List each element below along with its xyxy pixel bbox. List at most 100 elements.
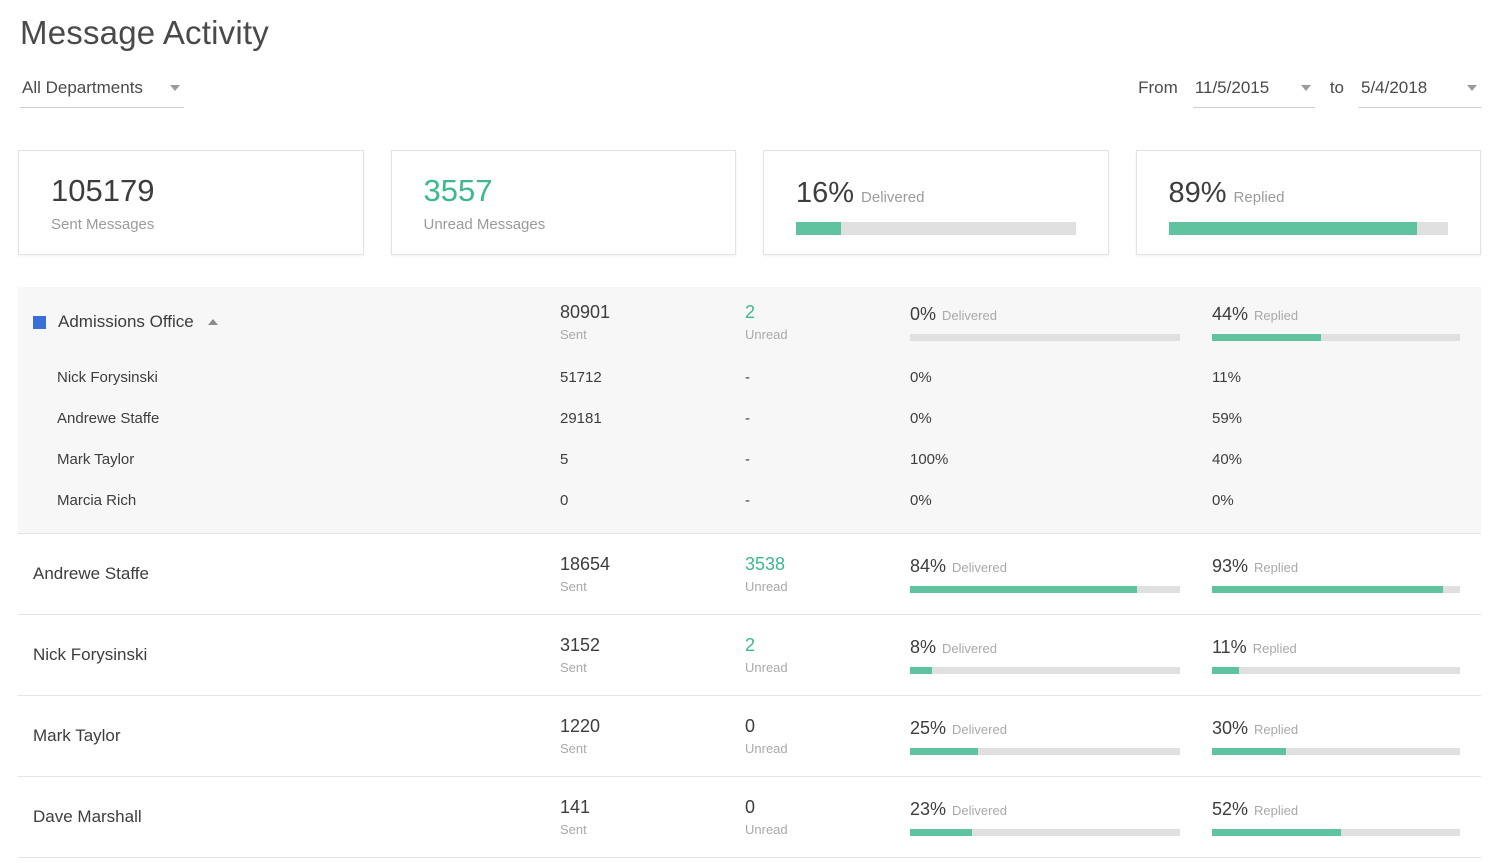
member-replied-value: 11% bbox=[1212, 369, 1241, 386]
user-delivered-cell: 23% Delivered bbox=[910, 799, 1212, 836]
replied-value: 89% bbox=[1168, 177, 1227, 209]
user-replied-value: 30% bbox=[1212, 717, 1249, 738]
user-name: Andrewe Staffe bbox=[33, 564, 149, 583]
user-delivered-bar bbox=[910, 585, 1180, 593]
group-delivered-cell: 0% Delivered bbox=[910, 304, 1212, 341]
user-name-cell: Nick Forysinski bbox=[18, 645, 560, 665]
replied-column-label: Replied bbox=[1254, 802, 1299, 818]
user-delivered-cell: 84% Delivered bbox=[910, 556, 1212, 593]
user-delivered-value: 84% bbox=[910, 555, 947, 576]
user-delivered-cell: 8% Delivered bbox=[910, 637, 1212, 674]
user-replied-bar bbox=[1212, 666, 1460, 674]
member-sent-value: 51712 bbox=[560, 369, 602, 386]
group-replied-fill bbox=[1212, 333, 1322, 341]
member-unread-value: - bbox=[745, 451, 750, 468]
user-name: Dave Marshall bbox=[33, 807, 142, 826]
delivered-progress-fill bbox=[796, 222, 841, 235]
page-title: Message Activity bbox=[20, 14, 269, 51]
user-delivered-fill bbox=[910, 585, 1137, 593]
department-group-section: Admissions Office 80901 Sent 2 Unread 0%… bbox=[18, 287, 1481, 534]
member-sent-value: 29181 bbox=[560, 410, 602, 427]
delivered-card: 16% Delivered bbox=[763, 150, 1109, 255]
delivered-column-label: Delivered bbox=[942, 307, 997, 323]
group-replied-value: 44% bbox=[1212, 303, 1249, 324]
member-name: Nick Forysinski bbox=[57, 369, 158, 386]
user-sent-cell: 1220 Sent bbox=[560, 716, 745, 756]
group-delivered-value: 0% bbox=[910, 303, 937, 324]
user-delivered-value: 25% bbox=[910, 717, 947, 738]
user-unread-value: 0 bbox=[745, 797, 756, 818]
sent-messages-label: Sent Messages bbox=[51, 216, 155, 233]
sent-column-label: Sent bbox=[560, 326, 587, 342]
group-name-cell: Admissions Office bbox=[18, 312, 560, 332]
from-label: From bbox=[1138, 78, 1178, 97]
member-name-cell: Andrewe Staffe bbox=[18, 410, 560, 427]
summary-cards: 105179 Sent Messages 3557 Unread Message… bbox=[18, 150, 1481, 255]
unread-messages-value: 3557 bbox=[423, 173, 493, 208]
delivered-column-label: Delivered bbox=[952, 721, 1007, 737]
user-name-cell: Mark Taylor bbox=[18, 726, 560, 746]
user-unread-value: 2 bbox=[745, 635, 756, 656]
replied-label: Replied bbox=[1233, 189, 1285, 206]
chevron-down-icon bbox=[170, 85, 180, 91]
member-delivered-value: 0% bbox=[910, 369, 932, 386]
member-name: Marcia Rich bbox=[57, 492, 137, 509]
unread-messages-label: Unread Messages bbox=[423, 216, 546, 233]
user-delivered-fill bbox=[910, 666, 932, 674]
delivered-column-label: Delivered bbox=[952, 802, 1007, 818]
unread-messages-card: 3557 Unread Messages bbox=[390, 150, 736, 255]
user-unread-value: 3538 bbox=[745, 554, 786, 575]
group-member-row: Marcia Rich 0 - 0% 0% bbox=[18, 480, 1481, 521]
user-replied-cell: 52% Replied bbox=[1212, 799, 1481, 836]
replied-progress-fill bbox=[1168, 222, 1418, 235]
replied-column-label: Replied bbox=[1252, 640, 1297, 656]
member-delivered-value: 0% bbox=[910, 492, 932, 509]
from-date-select[interactable]: 11/5/2015 bbox=[1192, 76, 1315, 108]
member-replied-value: 0% bbox=[1212, 492, 1234, 509]
user-unread-value: 0 bbox=[745, 716, 756, 737]
group-member-row: Nick Forysinski 51712 - 0% 11% bbox=[18, 357, 1481, 398]
member-name-cell: Mark Taylor bbox=[18, 451, 560, 468]
member-name: Mark Taylor bbox=[57, 451, 135, 468]
user-name: Nick Forysinski bbox=[33, 645, 148, 664]
sent-column-label: Sent bbox=[560, 659, 587, 675]
user-replied-fill bbox=[1212, 747, 1287, 755]
date-range-filter: From 11/5/2015 to 5/4/2018 bbox=[1138, 76, 1481, 108]
activity-table: Admissions Office 80901 Sent 2 Unread 0%… bbox=[18, 287, 1481, 858]
user-sent-cell: 141 Sent bbox=[560, 797, 745, 837]
sent-messages-value: 105179 bbox=[51, 173, 155, 208]
user-sent-value: 1220 bbox=[560, 716, 601, 737]
group-header-row[interactable]: Admissions Office 80901 Sent 2 Unread 0%… bbox=[18, 287, 1481, 357]
group-unread-value: 2 bbox=[745, 302, 756, 323]
department-filter-value: All Departments bbox=[22, 78, 143, 97]
member-name: Andrewe Staffe bbox=[57, 410, 160, 427]
user-delivered-bar bbox=[910, 747, 1180, 755]
user-delivered-bar bbox=[910, 666, 1180, 674]
delivered-stat: 16% Delivered bbox=[796, 177, 1076, 210]
user-name-cell: Andrewe Staffe bbox=[18, 564, 560, 584]
member-name-cell: Nick Forysinski bbox=[18, 369, 560, 386]
group-member-row: Mark Taylor 5 - 100% 40% bbox=[18, 439, 1481, 480]
user-replied-value: 52% bbox=[1212, 798, 1249, 819]
member-delivered-value: 100% bbox=[910, 451, 949, 468]
collapse-icon[interactable] bbox=[207, 319, 218, 325]
delivered-column-label: Delivered bbox=[952, 559, 1007, 575]
user-replied-value: 93% bbox=[1212, 555, 1249, 576]
user-row: Dave Marshall 141 Sent 0 Unread 23% Deli… bbox=[18, 777, 1481, 858]
delivered-column-label: Delivered bbox=[942, 640, 997, 656]
replied-column-label: Replied bbox=[1254, 721, 1299, 737]
user-delivered-fill bbox=[910, 747, 978, 755]
user-delivered-bar bbox=[910, 828, 1180, 836]
group-delivered-bar bbox=[910, 333, 1180, 341]
member-unread-value: - bbox=[745, 492, 750, 509]
member-sent-value: 0 bbox=[560, 492, 569, 509]
user-replied-fill bbox=[1212, 666, 1240, 674]
group-sent-value: 80901 bbox=[560, 302, 611, 323]
group-member-row: Andrewe Staffe 29181 - 0% 59% bbox=[18, 398, 1481, 439]
to-date-select[interactable]: 5/4/2018 bbox=[1359, 76, 1481, 108]
user-delivered-value: 8% bbox=[910, 636, 937, 657]
user-row: Mark Taylor 1220 Sent 0 Unread 25% Deliv… bbox=[18, 696, 1481, 777]
sent-column-label: Sent bbox=[560, 821, 587, 837]
replied-card: 89% Replied bbox=[1135, 150, 1481, 255]
department-filter-select[interactable]: All Departments bbox=[20, 76, 184, 108]
